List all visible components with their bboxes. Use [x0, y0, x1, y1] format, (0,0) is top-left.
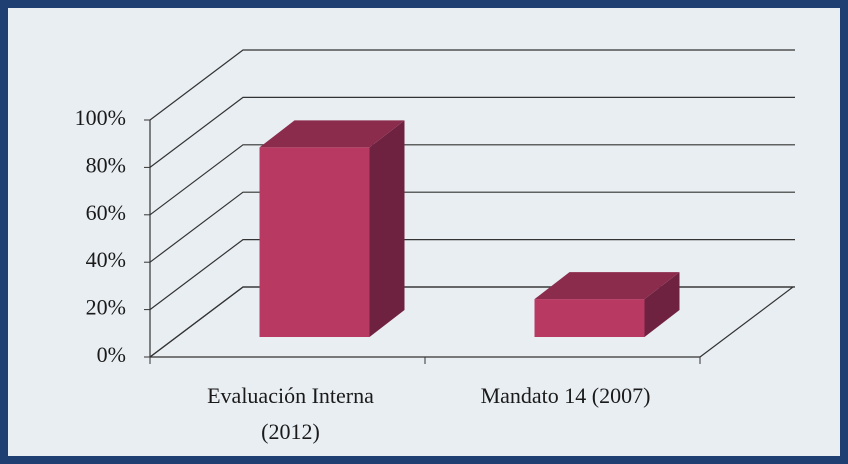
- y-tick-label: 40%: [86, 247, 126, 272]
- grid-line: [149, 191, 795, 263]
- x-tick-label: Mandato 14 (2007): [481, 383, 651, 408]
- y-tick-label: 60%: [86, 200, 126, 225]
- y-tick-label: 80%: [86, 152, 126, 177]
- x-tick-label: Evaluación Interna: [207, 383, 374, 408]
- y-tick-label: 100%: [75, 105, 126, 130]
- grid-line: [149, 96, 795, 168]
- y-tick-label: 20%: [86, 295, 126, 320]
- grid-line: [149, 49, 795, 121]
- bar-top: [534, 272, 680, 300]
- grid-line: [149, 239, 795, 311]
- x-tick-label: (2012): [261, 419, 320, 444]
- y-tick-label: 0%: [97, 342, 126, 367]
- bar-top: [259, 120, 405, 148]
- bar-side: [369, 120, 405, 338]
- grid-line: [149, 144, 795, 216]
- bar-side: [644, 272, 680, 337]
- bar: [534, 299, 645, 337]
- bar: [259, 147, 370, 337]
